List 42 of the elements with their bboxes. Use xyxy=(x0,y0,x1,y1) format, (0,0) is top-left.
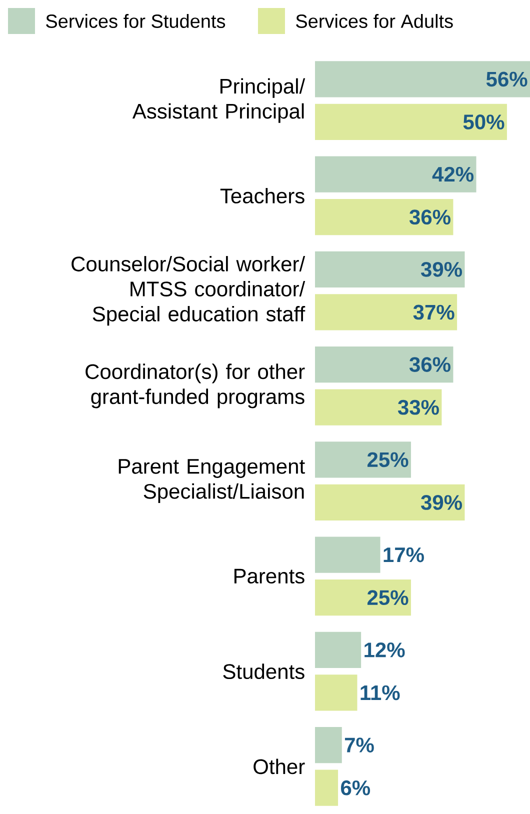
bar xyxy=(315,61,530,98)
y-tick-label: Students xyxy=(223,664,304,680)
bar xyxy=(315,389,442,426)
bar xyxy=(315,199,454,236)
data-label: 42% xyxy=(432,166,474,182)
data-label: 11% xyxy=(360,685,400,700)
bar xyxy=(315,770,338,806)
y-tick-label: Parents xyxy=(234,568,304,584)
legend-label: Services for Adults xyxy=(296,14,453,28)
data-label: 36% xyxy=(409,357,450,372)
bar xyxy=(315,442,411,478)
bar xyxy=(315,294,458,330)
data-label: 36% xyxy=(409,210,450,225)
data-label: 17% xyxy=(384,547,424,562)
bar xyxy=(315,536,380,573)
data-label: 6% xyxy=(341,780,370,796)
y-tick-label: Teachers xyxy=(220,188,304,204)
y-tick-label: Parent Engagement Specialist/Liaison xyxy=(118,459,305,503)
bar xyxy=(315,156,476,192)
data-label: 50% xyxy=(463,114,504,130)
data-label: 37% xyxy=(413,304,454,320)
bar xyxy=(315,580,411,616)
y-tick-label: Counselor/Social worker/ MTSS coordinator/ Special education staff xyxy=(72,256,306,326)
y-tick-label: Other xyxy=(254,758,305,774)
data-label: 56% xyxy=(486,72,528,87)
bar xyxy=(315,346,454,383)
bar xyxy=(315,484,465,521)
legend-label: Services for Students xyxy=(46,14,226,28)
bar xyxy=(315,674,358,711)
y-tick-label: Coordinator(s) for other grant-funded programs xyxy=(86,364,305,408)
data-label: 33% xyxy=(398,400,439,415)
bar xyxy=(315,251,465,288)
bar xyxy=(315,726,342,764)
data-label: 39% xyxy=(420,495,462,510)
bar xyxy=(315,104,507,140)
data-label: 25% xyxy=(367,590,408,606)
data-label: 39% xyxy=(420,262,462,277)
bar xyxy=(315,632,362,668)
y-tick-label: Principal/ Assistant Principal xyxy=(132,78,306,123)
data-label: 12% xyxy=(364,642,405,658)
data-label: 7% xyxy=(344,738,374,752)
data-label: 25% xyxy=(367,452,408,468)
